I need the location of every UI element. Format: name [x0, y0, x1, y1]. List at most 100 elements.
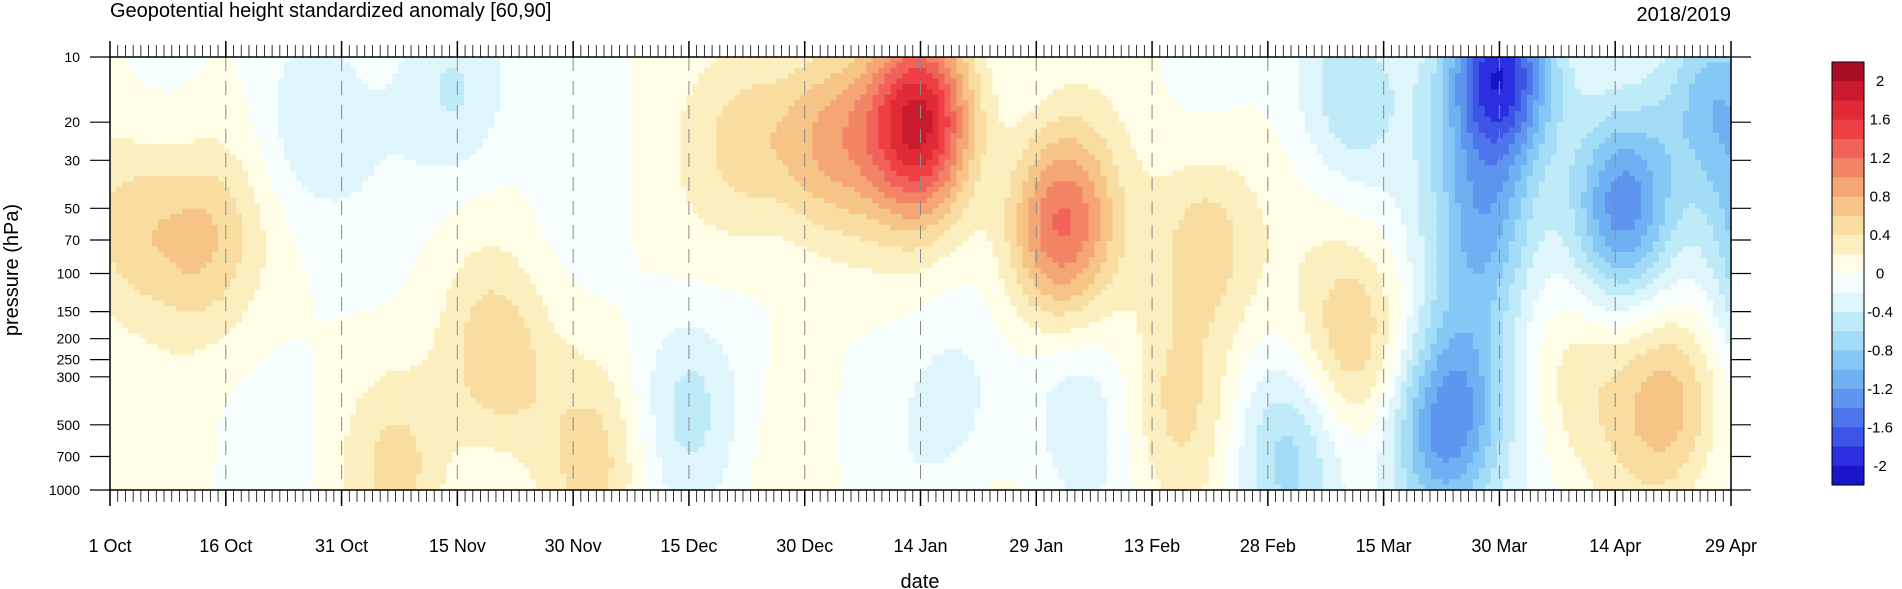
heatmap-cell — [134, 311, 141, 317]
heatmap-cell — [236, 338, 243, 344]
heatmap-cell — [266, 57, 273, 63]
heatmap-cell — [236, 230, 243, 236]
heatmap-cell — [134, 192, 141, 198]
heatmap-cell — [236, 176, 243, 182]
heatmap-cell — [182, 203, 189, 209]
heatmap-cell — [242, 284, 249, 290]
heatmap-cell — [122, 290, 129, 296]
heatmap-cell — [242, 452, 249, 458]
heatmap-cell — [122, 57, 129, 63]
heatmap-cell — [242, 219, 249, 225]
heatmap-cell — [140, 393, 147, 399]
heatmap-cell — [284, 176, 291, 182]
heatmap-cell — [140, 371, 147, 377]
heatmap-cell — [278, 171, 285, 177]
heatmap-cell — [284, 100, 291, 106]
heatmap-cell — [254, 268, 261, 274]
heatmap-cell — [206, 192, 213, 198]
heatmap-cell — [248, 403, 255, 409]
heatmap-cell — [176, 209, 183, 215]
heatmap-cell — [194, 89, 201, 95]
heatmap-cell — [164, 279, 171, 285]
heatmap-cell — [122, 214, 129, 220]
heatmap-cell — [182, 236, 189, 242]
heatmap-cell — [278, 84, 285, 90]
heatmap-cell — [176, 290, 183, 296]
heatmap-cell — [164, 181, 171, 187]
heatmap-cell — [266, 463, 273, 469]
heatmap-cell — [110, 187, 117, 193]
heatmap-cell — [170, 468, 177, 474]
heatmap-cell — [176, 122, 183, 128]
heatmap-cell — [146, 203, 153, 209]
heatmap-cell — [128, 79, 135, 85]
heatmap-cell — [230, 122, 237, 128]
heatmap-cell — [272, 225, 279, 231]
heatmap-cell — [248, 452, 255, 458]
heatmap-cell — [248, 463, 255, 469]
heatmap-cell — [140, 89, 147, 95]
heatmap-cell — [170, 252, 177, 258]
heatmap-cell — [182, 409, 189, 415]
heatmap-cell — [254, 122, 261, 128]
heatmap-cell — [170, 441, 177, 447]
heatmap-cell — [116, 138, 123, 144]
heatmap-cell — [152, 230, 159, 236]
heatmap-cell — [206, 138, 213, 144]
heatmap-cell — [164, 106, 171, 112]
heatmap-cell — [122, 100, 129, 106]
heatmap-cell — [182, 133, 189, 139]
heatmap-cell — [248, 160, 255, 166]
heatmap-cell — [122, 382, 129, 388]
heatmap-cell — [170, 89, 177, 95]
heatmap-cell — [212, 349, 219, 355]
heatmap-cell — [170, 187, 177, 193]
heatmap-cell — [278, 295, 285, 301]
heatmap-cell — [236, 333, 243, 339]
heatmap-cell — [134, 458, 141, 464]
heatmap-cell — [236, 154, 243, 160]
heatmap-cell — [284, 133, 291, 139]
heatmap-cell — [206, 165, 213, 171]
heatmap-cell — [284, 344, 291, 350]
heatmap-cell — [212, 295, 219, 301]
heatmap-cell — [218, 333, 225, 339]
heatmap-cell — [152, 122, 159, 128]
heatmap-cell — [224, 409, 231, 415]
heatmap-cell — [260, 171, 267, 177]
heatmap-cell — [242, 246, 249, 252]
heatmap-cell — [260, 187, 267, 193]
heatmap-cell — [200, 73, 207, 79]
heatmap-cell — [116, 387, 123, 393]
heatmap-cell — [224, 198, 231, 204]
heatmap-cell — [182, 187, 189, 193]
heatmap-cell — [158, 479, 165, 485]
heatmap-cell — [248, 89, 255, 95]
heatmap-cell — [218, 100, 225, 106]
heatmap-cell — [182, 111, 189, 117]
heatmap-cell — [272, 328, 279, 334]
heatmap-cell — [194, 322, 201, 328]
heatmap-cell — [134, 398, 141, 404]
heatmap-cell — [146, 268, 153, 274]
heatmap-cell — [146, 366, 153, 372]
heatmap-cell — [176, 241, 183, 247]
heatmap-cell — [146, 349, 153, 355]
heatmap-cell — [194, 241, 201, 247]
heatmap-cell — [134, 479, 141, 485]
heatmap-cell — [266, 301, 273, 307]
heatmap-cell — [272, 198, 279, 204]
heatmap-cell — [218, 387, 225, 393]
heatmap-cell — [266, 176, 273, 182]
heatmap-cell — [272, 387, 279, 393]
heatmap-cell — [254, 219, 261, 225]
heatmap-cell — [248, 236, 255, 242]
heatmap-cell — [266, 387, 273, 393]
heatmap-cell — [176, 344, 183, 350]
heatmap-cell — [236, 257, 243, 263]
heatmap-cell — [200, 387, 207, 393]
heatmap-cell — [248, 257, 255, 263]
heatmap-cell — [230, 317, 237, 323]
heatmap-cell — [152, 409, 159, 415]
heatmap-cell — [158, 382, 165, 388]
